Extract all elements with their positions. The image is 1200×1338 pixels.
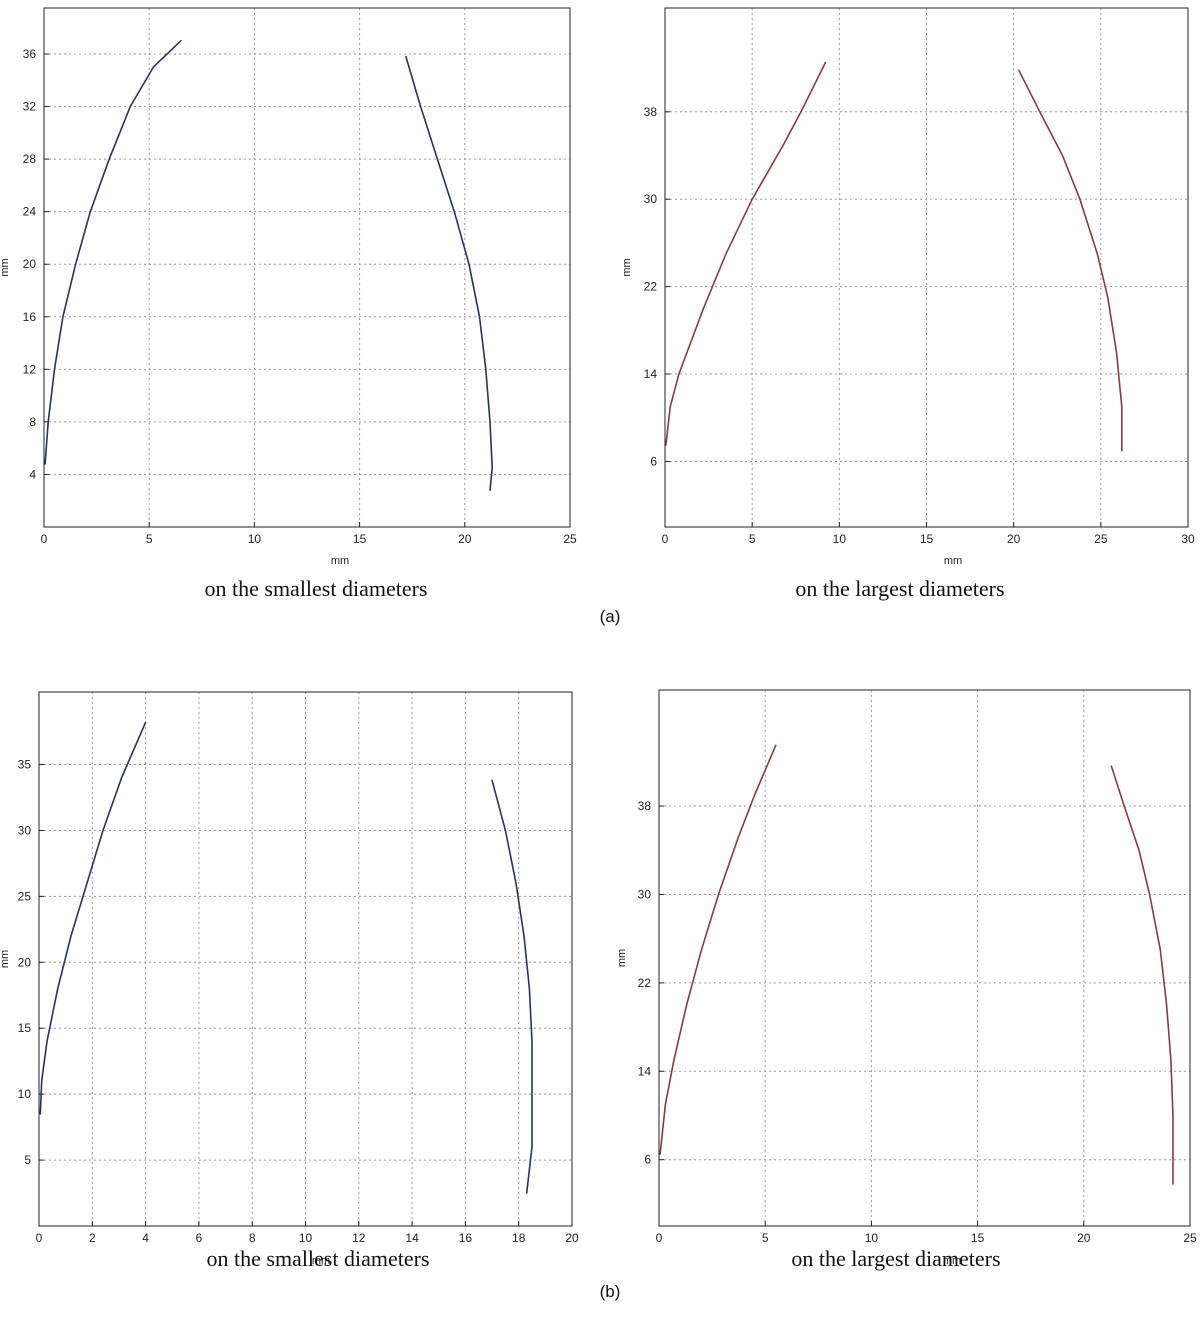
profile-curve-left [39, 721, 147, 1115]
y-tick-label: 4 [29, 467, 36, 481]
y-tick-label: 6 [650, 454, 657, 468]
x-tick-label: 14 [405, 1231, 419, 1245]
x-tick-label: 10 [833, 532, 847, 546]
x-tick-label: 5 [749, 532, 756, 546]
chart-a-largest: 0 5 10 15 20 25 30 6 14 22 30 38 mm mm [600, 0, 1200, 567]
x-tick-label: 15 [971, 1231, 985, 1245]
y-tick-label: 6 [644, 1153, 651, 1167]
y-tick-label: 5 [24, 1153, 31, 1167]
y-tick-label: 22 [644, 280, 658, 294]
x-axis-label: mm [312, 1255, 330, 1267]
plot-frame [658, 689, 1191, 1227]
y-tick-label: 14 [638, 1064, 652, 1078]
profile-curve-right [405, 55, 493, 491]
x-axis-label: mm [331, 555, 349, 567]
profile-curve-left [659, 744, 777, 1155]
x-tick-label: 0 [36, 1231, 43, 1245]
chart-svg: 0 5 10 15 20 25 6 14 22 30 38 mm mm [616, 689, 1197, 1267]
y-tick-label: 10 [18, 1087, 32, 1101]
chart-a-smallest: 0 5 10 15 20 25 4 8 12 16 20 24 28 32 36 mm mm [0, 0, 600, 567]
y-tick-label: 28 [23, 152, 37, 166]
y-tick-label: 8 [29, 415, 36, 429]
x-tick-label: 2 [89, 1231, 96, 1245]
x-tick-label: 12 [352, 1231, 366, 1245]
y-axis-label: mm [0, 258, 11, 276]
profile-curve-left [44, 40, 182, 465]
profile-curve-right [491, 779, 533, 1194]
x-tick-label: 10 [865, 1231, 879, 1245]
chart-b-smallest: 0 2 4 6 8 10 12 14 16 18 20 5 10 15 20 25 30 35 mm mm [0, 660, 600, 1267]
y-tick-label: 25 [18, 889, 32, 903]
y-tick-label: 32 [23, 100, 37, 114]
y-tick-label: 15 [18, 1021, 32, 1035]
caption-b-smallest: on the smallest diameters [206, 1246, 430, 1271]
x-tick-label: 30 [1181, 532, 1195, 546]
x-tick-label: 4 [142, 1231, 149, 1245]
x-tick-label: 20 [565, 1231, 579, 1245]
x-tick-label: 25 [1183, 1231, 1197, 1245]
x-tick-label: 20 [458, 532, 472, 546]
x-tick-label: 18 [512, 1231, 526, 1245]
x-tick-label: 0 [662, 532, 669, 546]
x-tick-label: 5 [762, 1231, 769, 1245]
chart-b-largest: 0 5 10 15 20 25 6 14 22 30 38 mm mm [600, 660, 1200, 1267]
caption-a-smallest: on the smallest diameters [204, 576, 428, 601]
y-tick-label: 20 [18, 955, 32, 969]
caption-a-largest: on the largest diameters [795, 576, 1005, 601]
y-tick-label: 12 [23, 362, 37, 376]
x-tick-label: 25 [563, 532, 577, 546]
y-tick-label: 36 [23, 47, 37, 61]
x-tick-label: 10 [248, 532, 262, 546]
subfigure-label-a: (a) [599, 607, 621, 626]
y-axis-label: mm [0, 950, 11, 968]
plot-frame [43, 7, 571, 528]
y-axis-label: mm [621, 258, 633, 276]
y-tick-label: 22 [638, 976, 652, 990]
y-tick-label: 14 [644, 367, 658, 381]
profile-curve-right [1110, 765, 1174, 1185]
x-tick-label: 15 [920, 532, 934, 546]
x-tick-label: 15 [353, 532, 367, 546]
y-tick-label: 30 [644, 192, 658, 206]
y-tick-label: 30 [18, 823, 32, 837]
subfigure-label-b: (b) [599, 1282, 621, 1301]
x-axis-label: mm [943, 1255, 961, 1267]
x-tick-label: 8 [249, 1231, 256, 1245]
x-tick-label: 25 [1094, 532, 1108, 546]
y-axis-label: mm [616, 949, 628, 967]
x-tick-label: 0 [656, 1231, 663, 1245]
y-tick-label: 24 [23, 205, 37, 219]
y-tick-label: 16 [23, 310, 37, 324]
y-tick-label: 30 [638, 887, 652, 901]
y-tick-label: 20 [23, 257, 37, 271]
profile-curve-right [1018, 69, 1123, 452]
y-tick-label: 35 [18, 758, 32, 772]
caption-b-largest: on the largest diameters [791, 1246, 1001, 1271]
x-tick-label: 0 [41, 532, 48, 546]
chart-svg: 0 2 4 6 8 10 12 14 16 18 20 5 10 15 20 25 30 35 mm mm [0, 691, 579, 1267]
profile-curve-left [665, 61, 827, 446]
x-tick-label: 5 [146, 532, 153, 546]
x-tick-label: 10 [299, 1231, 313, 1245]
y-tick-label: 38 [644, 105, 658, 119]
x-tick-label: 20 [1007, 532, 1021, 546]
x-axis-label: mm [944, 555, 962, 567]
x-tick-label: 6 [196, 1231, 203, 1245]
x-tick-label: 20 [1077, 1231, 1091, 1245]
chart-svg: 0 5 10 15 20 25 30 6 14 22 30 38 mm mm [621, 7, 1195, 567]
x-tick-label: 16 [459, 1231, 473, 1245]
y-tick-label: 38 [638, 799, 652, 813]
chart-svg: 0 5 10 15 20 25 4 8 12 16 20 24 28 32 36 mm mm [0, 7, 577, 567]
